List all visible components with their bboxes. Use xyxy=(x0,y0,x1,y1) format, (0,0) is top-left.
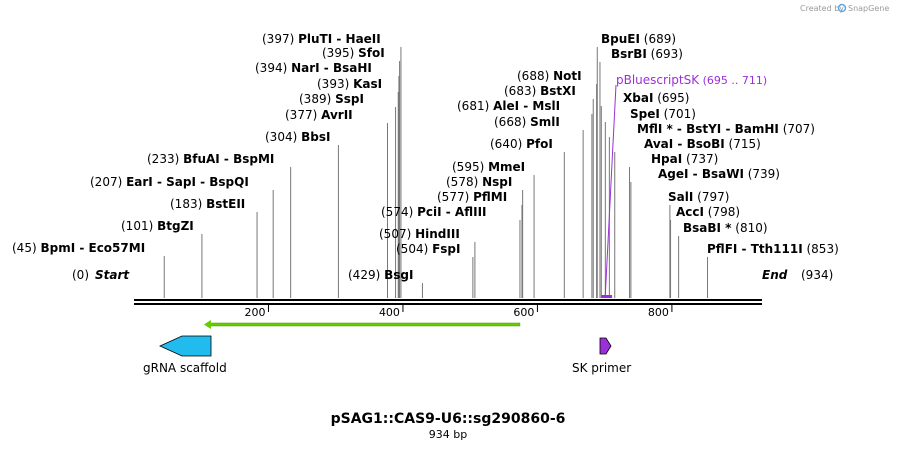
site-label-bstxi[interactable]: (683) BstXI xyxy=(504,84,576,98)
feature-grna-scaffold[interactable] xyxy=(159,335,212,357)
site-label-pflmi[interactable]: (577) PflMI xyxy=(437,190,507,204)
green-span-head xyxy=(203,320,211,329)
site-labels: (45) BpmI - Eco57MI (101) BtgZI (183) BstE… xyxy=(12,32,839,282)
site-label-pluti[interactable]: (397) PluTI - HaeII xyxy=(262,32,381,46)
feature-sk-primer[interactable] xyxy=(599,337,612,355)
site-label-mmei[interactable]: (595) MmeI xyxy=(452,160,525,174)
dna-backbone xyxy=(134,299,762,305)
sk-primer-label: SK primer xyxy=(572,361,631,375)
site-label-alei[interactable]: (681) AleI - MslI xyxy=(457,99,560,113)
ruler-tick-label: 200 xyxy=(244,306,265,319)
site-label-nspi[interactable]: (578) NspI xyxy=(446,175,512,189)
site-label-sfoi[interactable]: (395) SfoI xyxy=(322,46,385,60)
start-label: Start xyxy=(95,268,130,282)
site-label-bbsi[interactable]: (304) BbsI xyxy=(265,130,330,144)
end-position: (934) xyxy=(801,268,833,282)
grna-scaffold-arrow[interactable] xyxy=(159,335,212,357)
ruler-tick-label: 600 xyxy=(513,306,534,319)
site-label-sali[interactable]: SalI (797) xyxy=(668,190,729,204)
map-length: 934 bp xyxy=(429,428,467,441)
site-label-avrii[interactable]: (377) AvrII xyxy=(285,108,353,122)
site-label-hindiii[interactable]: (507) HindIII xyxy=(379,227,460,241)
site-label-spei[interactable]: SpeI (701) xyxy=(630,107,696,121)
site-label-bpmi[interactable]: (45) BpmI - Eco57MI xyxy=(12,241,145,255)
ruler-tick-label: 400 xyxy=(379,306,400,319)
site-label-nari[interactable]: (394) NarI - BsaHI xyxy=(255,61,372,75)
site-label-pflfi[interactable]: PflFI - Tth111I (853) xyxy=(707,242,839,256)
site-label-pfoi[interactable]: (640) PfoI xyxy=(490,137,553,151)
site-label-pcii[interactable]: (574) PciI - AflIII xyxy=(381,205,487,219)
site-label-noti[interactable]: (688) NotI xyxy=(517,69,582,83)
site-label-mfli[interactable]: MflI * - BstYI - BamHI (707) xyxy=(637,122,815,136)
ruler: 200 400 600 800 xyxy=(244,305,673,319)
site-label-bsrbi[interactable]: BsrBI (693) xyxy=(611,47,683,61)
green-span-arrow xyxy=(203,320,521,329)
primer-site-label[interactable]: pBluescriptSK (695 .. 711) xyxy=(616,73,767,87)
primer-site-bar: pBluescriptSK (695 .. 711) xyxy=(601,73,767,298)
site-label-bfuai[interactable]: (233) BfuAI - BspMI xyxy=(147,152,274,166)
site-label-agei[interactable]: AgeI - BsaWI (739) xyxy=(658,167,780,181)
sk-primer-arrow[interactable] xyxy=(599,337,612,355)
map-title: pSAG1::CAS9-U6::sg290860-6 xyxy=(331,411,566,427)
watermark-text: Created by xyxy=(800,4,844,13)
ruler-tick-label: 800 xyxy=(648,306,669,319)
start-position: (0) xyxy=(72,268,89,282)
site-label-acci[interactable]: AccI (798) xyxy=(676,205,740,219)
site-label-kasi[interactable]: (393) KasI xyxy=(317,77,382,91)
site-label-xbai[interactable]: XbaI (695) xyxy=(623,91,690,105)
site-label-bsteii[interactable]: (183) BstEII xyxy=(170,197,245,211)
site-label-hpai[interactable]: HpaI (737) xyxy=(651,152,718,166)
primer-site-mark xyxy=(601,295,613,298)
site-label-fspi[interactable]: (504) FspI xyxy=(396,242,461,256)
cut-lines xyxy=(163,47,709,298)
end-label: End xyxy=(762,268,788,282)
site-label-btgzi[interactable]: (101) BtgZI xyxy=(121,219,194,233)
site-label-bsabi[interactable]: BsaBI * (810) xyxy=(683,221,768,235)
grna-scaffold-label: gRNA scaffold xyxy=(143,361,227,375)
site-label-sspi[interactable]: (389) SspI xyxy=(299,92,364,106)
watermark-brand: SnapGene xyxy=(848,4,889,13)
green-span-bar xyxy=(207,322,521,327)
primer-site-line xyxy=(604,84,617,296)
site-label-eari[interactable]: (207) EarI - SapI - BspQI xyxy=(90,175,249,189)
site-label-bpuei[interactable]: BpuEI (689) xyxy=(601,32,676,46)
snapgene-logo xyxy=(837,3,847,13)
site-label-bsgi[interactable]: (429) BsgI xyxy=(348,268,413,282)
site-label-avai[interactable]: AvaI - BsoBI (715) xyxy=(644,137,761,151)
site-label-smli[interactable]: (668) SmlI xyxy=(494,115,560,129)
